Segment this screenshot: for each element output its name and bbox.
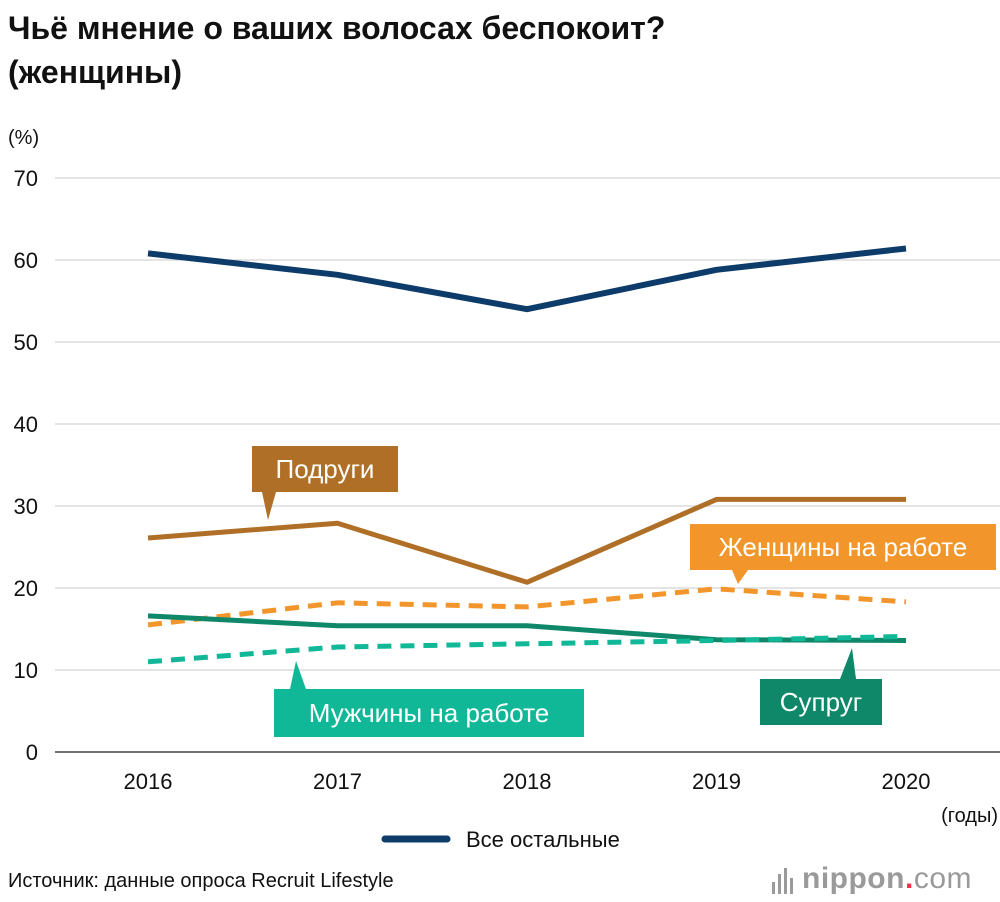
x-tick-label: 2017 [313,769,362,794]
nippon-logo-bars-icon [772,868,794,894]
series-label-text: Супруг [780,687,863,717]
series-line-women-at-work [147,586,907,628]
y-tick-label: 50 [14,330,38,355]
x-tick-label: 2019 [692,769,741,794]
y-tick-label: 60 [14,248,38,273]
y-tick-labels: 0 10 20 30 40 50 60 70 [14,166,38,765]
series-label-pointer [290,661,306,689]
x-tick-label: 2020 [882,769,931,794]
series-label-pointer [732,570,748,584]
chart-title-line-2: (женщины) [8,54,183,90]
y-tick-label: 70 [14,166,38,191]
y-tick-label: 0 [26,740,38,765]
chart-title: Чьё мнение о ваших волосах беспокоит? (ж… [8,6,988,94]
series-label-pointer [840,648,856,679]
chart-title-line-1: Чьё мнение о ваших волосах беспокоит? [8,10,666,46]
source-note: Источник: данные опроса Recruit Lifestyl… [8,870,394,892]
series-label-box [690,524,996,570]
series-line-all-others [147,245,907,313]
x-axis-unit: (годы) [941,805,998,827]
series-label-text: Мужчины на работе [309,698,550,728]
series-label-spouse: Супруг [760,648,882,725]
series-line-friends [147,496,906,585]
y-tick-label: 20 [14,576,38,601]
series-layer [147,245,907,665]
legend: Все остальные [381,827,620,852]
y-tick-label: 40 [14,412,38,437]
series-label-friends: Подруги [252,446,398,520]
nippon-logo-text: nippon.com [802,862,972,895]
series-label-box [760,679,882,725]
nippon-logo: nippon.com [772,862,992,898]
series-label-men-at-work: Мужчины на работе [274,661,584,737]
grid-layer [55,177,1000,753]
x-tick-label: 2016 [124,769,173,794]
series-label-women-at-work: Женщины на работе [690,524,996,584]
legend-label-all-others: Все остальные [466,827,620,852]
x-tick-label: 2018 [503,769,552,794]
series-label-box [274,689,584,737]
y-axis-unit: (%) [8,127,39,149]
series-labels: Подруги Женщины на работе Мужчины на работ… [252,446,996,737]
series-line-men-at-work [147,633,907,665]
y-tick-label: 30 [14,494,38,519]
series-label-text: Женщины на работе [719,532,968,562]
series-label-text: Подруги [276,454,375,484]
series-label-box [252,446,398,492]
y-tick-label: 10 [14,658,38,683]
x-tick-labels: 2016 2017 2018 2019 2020 [124,769,931,794]
series-label-pointer [262,492,276,520]
